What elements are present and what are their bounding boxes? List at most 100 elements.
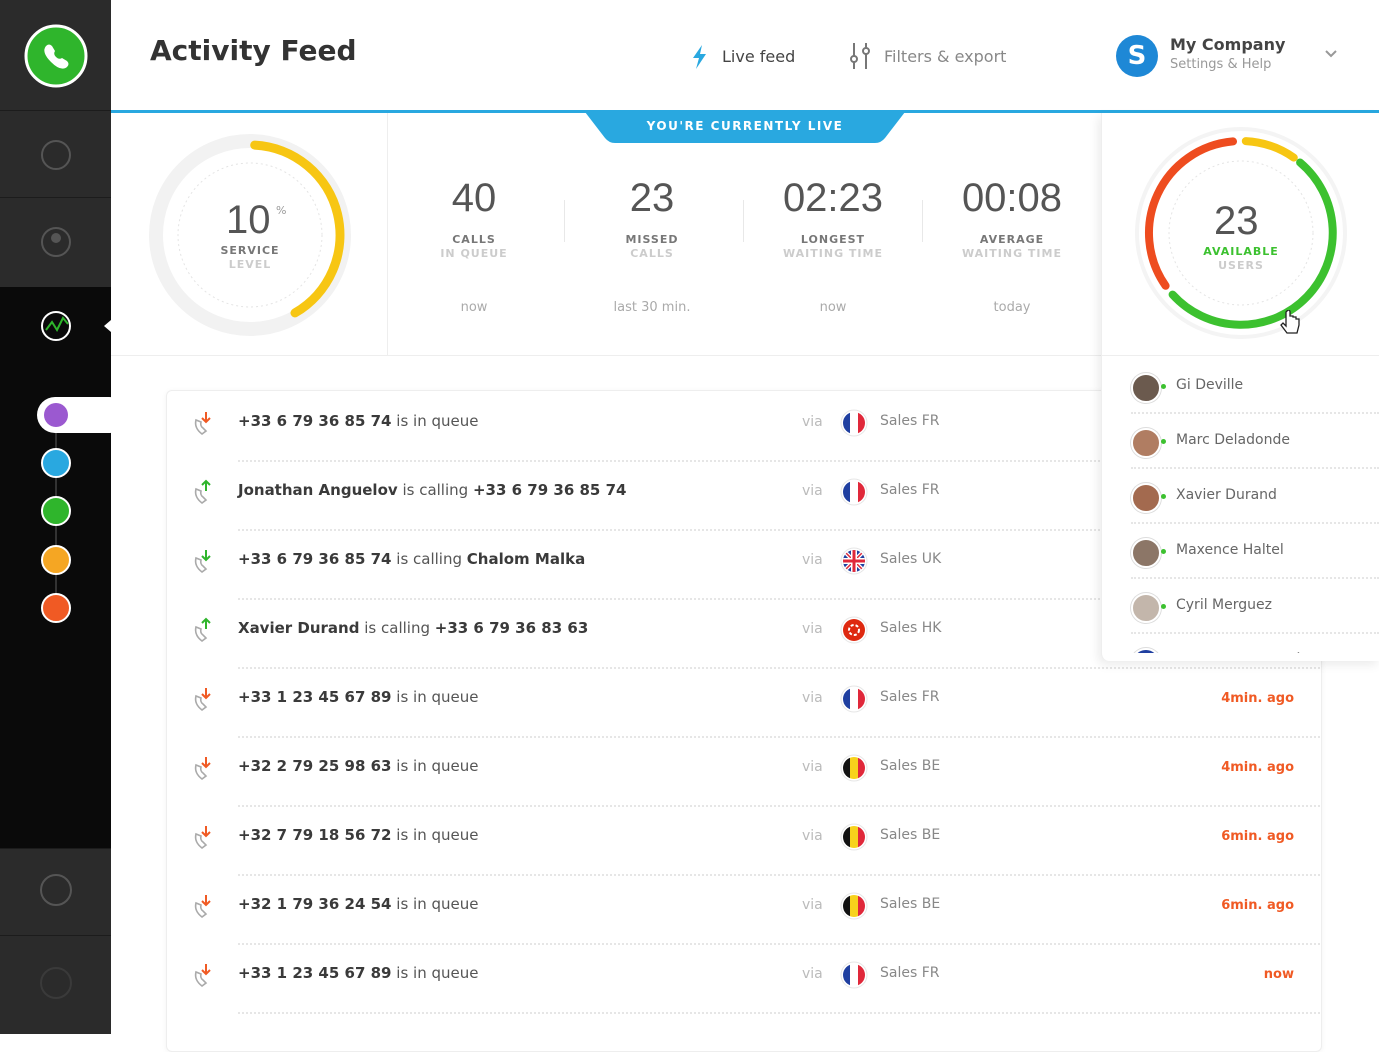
feed-row[interactable]: Jonathan Anguelov is calling +33 6 79 36… — [166, 461, 1320, 531]
feed-row[interactable]: Xavier Durand is calling +33 6 79 36 83 … — [166, 599, 1320, 669]
user-name: Gi Deville — [1176, 377, 1244, 393]
live-banner: YOU'RE CURRENTLY LIVE — [646, 119, 844, 133]
group-name: Sales BE — [880, 896, 941, 912]
stats-nav[interactable] — [41, 448, 71, 478]
feed-text: +33 6 79 36 85 74 is calling Chalom Malk… — [238, 550, 585, 568]
action: is in queue — [396, 964, 479, 982]
event-time: 4min. ago — [1221, 760, 1294, 775]
feed-row[interactable]: +33 1 23 45 67 89 is in queue via Sales FR… — [166, 668, 1320, 738]
bolt-icon — [693, 45, 706, 69]
feed-text: +32 2 79 25 98 63 is in queue — [238, 757, 478, 775]
service-gauge — [149, 134, 351, 336]
service-level-value: 10 — [226, 198, 271, 242]
phone-icon[interactable] — [40, 967, 72, 999]
call-direction-icon — [192, 686, 214, 716]
user-name: Maxence Haltel — [1176, 542, 1284, 558]
cursor — [1280, 310, 1300, 334]
action: is calling — [364, 619, 430, 637]
group-flag — [839, 477, 869, 511]
group-flag — [839, 960, 869, 994]
live-banner-shape — [585, 112, 905, 143]
group-flag — [839, 615, 869, 649]
stat-label: AVERAGE — [979, 233, 1045, 246]
sidebar-icons — [24, 24, 111, 999]
caller: +33 6 79 36 85 74 — [238, 412, 392, 430]
caller: +32 2 79 25 98 63 — [238, 757, 392, 775]
feed-row[interactable]: +32 1 79 36 24 54 is in queue via Sales BE… — [166, 875, 1320, 945]
via-label: via — [802, 759, 823, 775]
dropdown-chevron[interactable] — [1325, 50, 1337, 58]
row-separator — [238, 460, 1320, 462]
user-avatar — [1131, 648, 1161, 653]
stat-value: 23 — [629, 176, 675, 220]
user-name: Cyril Merguez — [1176, 597, 1272, 613]
user-name: Xavier Durand — [1176, 487, 1277, 503]
action: is calling — [396, 550, 463, 568]
company-avatar[interactable]: S — [1116, 35, 1158, 77]
call-direction-icon — [192, 893, 214, 923]
action: is in queue — [396, 895, 479, 913]
stat-value: 02:23 — [782, 176, 884, 220]
feed-row[interactable]: +32 7 79 18 56 72 is in queue via Sales BE… — [166, 806, 1320, 876]
user-row[interactable]: Maxence Haltel — [1101, 523, 1379, 579]
row-separator — [238, 598, 1320, 600]
feed-text: Xavier Durand is calling +33 6 79 36 83 … — [238, 619, 588, 637]
user-separator — [1131, 522, 1379, 524]
user-avatar — [1131, 373, 1161, 403]
group-name: Sales FR — [880, 413, 940, 429]
stat-period: last 30 min. — [613, 300, 691, 315]
call-direction-icon — [192, 962, 214, 992]
user-avatar — [1131, 428, 1161, 458]
feed-row[interactable]: +33 1 23 45 67 89 is in queue via Sales FR… — [166, 944, 1320, 1014]
users-panel: 23 AVAILABLE USERS — [1101, 113, 1379, 661]
group-flag — [839, 408, 869, 442]
caller: +33 1 23 45 67 89 — [238, 964, 392, 982]
via-label: via — [802, 483, 823, 499]
via-label: via — [802, 552, 823, 568]
via-label: via — [802, 897, 823, 913]
call-direction-icon — [192, 824, 214, 854]
user-separator — [1131, 632, 1379, 634]
event-time: 6min. ago — [1221, 829, 1294, 844]
service-label: SERVICE — [220, 244, 280, 257]
feed-row[interactable]: +33 6 79 36 85 74 is in queue via Sales FR — [166, 392, 1320, 462]
via-label: via — [802, 966, 823, 982]
group-flag — [839, 753, 869, 787]
call-direction-icon — [192, 479, 214, 509]
stat-period: today — [993, 300, 1031, 315]
calls-icon[interactable] — [41, 140, 71, 170]
settings-nav[interactable] — [41, 593, 71, 623]
feed-text: +33 1 23 45 67 89 is in queue — [238, 964, 478, 982]
status-dot — [1161, 549, 1166, 554]
user-row[interactable]: Marc Deladonde — [1101, 413, 1379, 469]
available-users-value: 23 — [1214, 199, 1259, 243]
feed-row[interactable]: +32 2 79 25 98 63 is in queue via Sales BE… — [166, 737, 1320, 807]
user-row[interactable]: Gi Deville — [1101, 358, 1379, 414]
feed-text: +33 1 23 45 67 89 is in queue — [238, 688, 478, 706]
tab-live-feed[interactable]: Live feed — [722, 47, 796, 66]
reports-nav[interactable] — [41, 545, 71, 575]
company-name[interactable]: My Company — [1170, 35, 1286, 54]
refresh-nav[interactable] — [41, 496, 71, 526]
action: is in queue — [396, 688, 479, 706]
caller: +33 1 23 45 67 89 — [238, 688, 392, 706]
user-row[interactable]: Xavier Durand — [1101, 468, 1379, 524]
available-label: AVAILABLE — [1203, 245, 1279, 258]
contacts-icon[interactable] — [41, 227, 71, 257]
feed-row[interactable]: +33 6 79 36 85 74 is calling Chalom Malk… — [166, 530, 1320, 600]
activity-icon[interactable] — [41, 311, 71, 341]
caller: Jonathan Anguelov — [238, 481, 398, 499]
feed-text: Jonathan Anguelov is calling +33 6 79 36… — [238, 481, 626, 499]
caller: +32 7 79 18 56 72 — [238, 826, 392, 844]
call-direction-icon — [192, 617, 214, 647]
user-separator — [1131, 577, 1379, 579]
status-dot — [1161, 439, 1166, 444]
user-row[interactable]: Pierre-Baptiste Béchu — [1101, 633, 1379, 653]
user-row[interactable]: Cyril Merguez — [1101, 578, 1379, 634]
company-sub[interactable]: Settings & Help — [1170, 57, 1272, 72]
team-icon[interactable] — [40, 874, 72, 906]
action: is in queue — [396, 826, 479, 844]
call-button[interactable] — [24, 24, 88, 88]
tab-filters[interactable]: Filters & export — [884, 47, 1007, 66]
